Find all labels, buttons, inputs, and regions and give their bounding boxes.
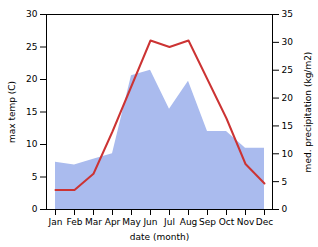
svg-text:35: 35 — [282, 9, 293, 19]
svg-text:25: 25 — [26, 42, 37, 52]
svg-text:20: 20 — [26, 74, 38, 84]
svg-text:30: 30 — [26, 9, 38, 19]
svg-text:med. precipitation (kg/m2): med. precipitation (kg/m2) — [303, 52, 313, 173]
svg-text:20: 20 — [282, 93, 294, 103]
svg-text:Feb: Feb — [67, 217, 83, 227]
svg-text:5: 5 — [282, 177, 288, 187]
svg-text:Jun: Jun — [142, 217, 157, 227]
svg-text:Jan: Jan — [48, 217, 63, 227]
svg-text:Apr: Apr — [105, 217, 121, 227]
svg-text:Jul: Jul — [163, 217, 175, 227]
svg-text:date (month): date (month) — [130, 232, 189, 242]
svg-text:Sep: Sep — [199, 217, 216, 227]
svg-text:Dec: Dec — [256, 217, 273, 227]
svg-text:5: 5 — [32, 172, 38, 182]
svg-text:Nov: Nov — [237, 217, 255, 227]
svg-text:25: 25 — [282, 65, 293, 75]
svg-text:Aug: Aug — [180, 217, 198, 227]
svg-text:15: 15 — [282, 121, 293, 131]
svg-text:Oct: Oct — [219, 217, 235, 227]
svg-text:max temp (C): max temp (C) — [7, 81, 17, 143]
svg-text:10: 10 — [282, 149, 294, 159]
svg-text:0: 0 — [282, 204, 288, 214]
svg-text:30: 30 — [282, 37, 294, 47]
svg-text:May: May — [122, 217, 141, 227]
svg-text:0: 0 — [32, 204, 38, 214]
svg-text:10: 10 — [26, 139, 38, 149]
svg-text:Mar: Mar — [85, 217, 102, 227]
svg-text:15: 15 — [26, 107, 37, 117]
